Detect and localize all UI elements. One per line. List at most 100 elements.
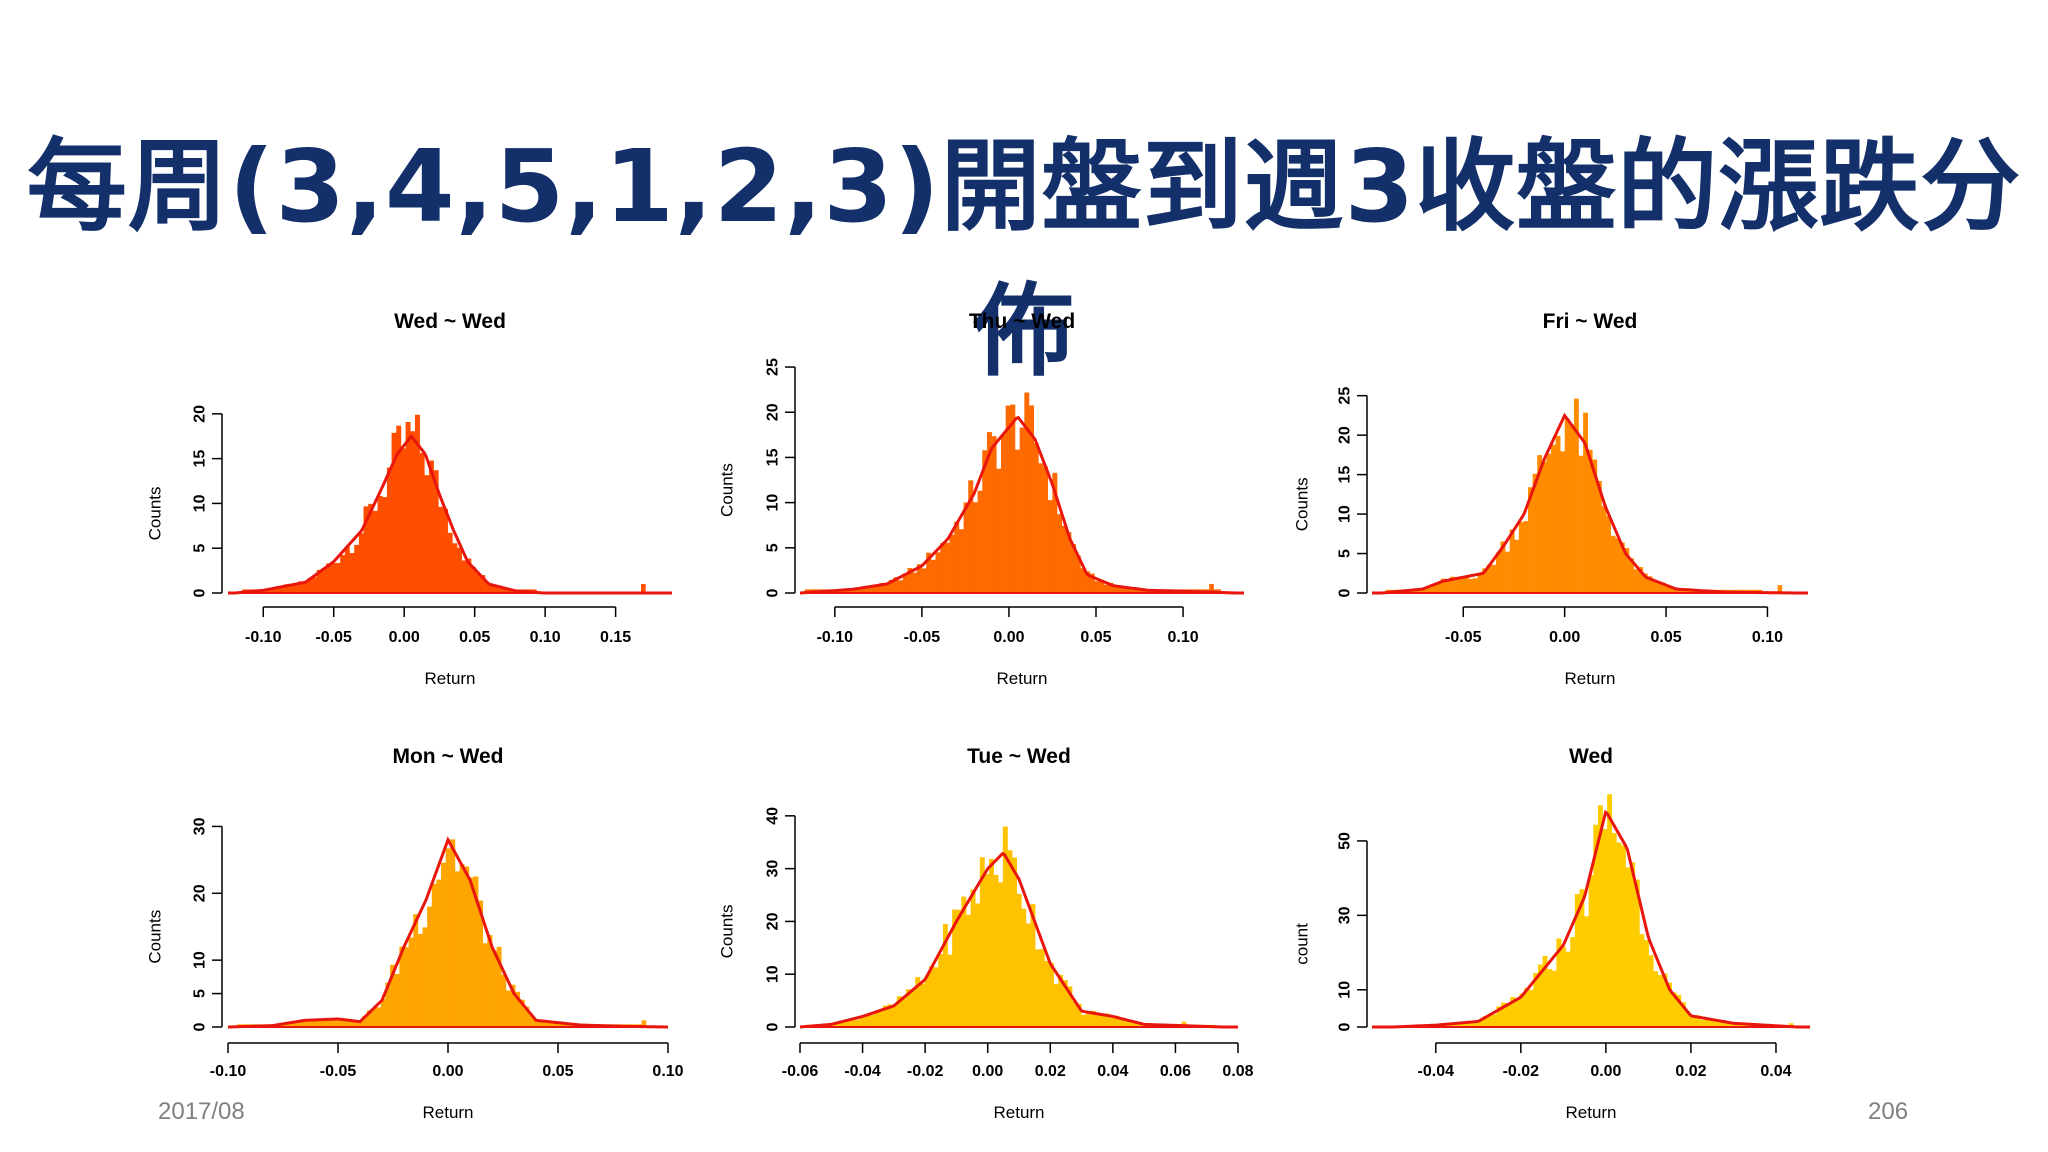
histogram-bar — [1665, 585, 1671, 593]
histogram-bar — [334, 1020, 340, 1027]
y-tick-label: 0 — [1337, 588, 1354, 597]
histogram-bar — [556, 1022, 562, 1027]
histogram-bar — [436, 879, 442, 1027]
histogram-bar — [404, 947, 409, 1027]
histogram-bar — [1550, 444, 1556, 593]
x-tick-label: 0.00 — [432, 1063, 463, 1080]
histogram-bar — [496, 946, 502, 1027]
histogram-bar — [422, 927, 428, 1027]
histogram-bar — [1030, 904, 1036, 1027]
x-tick-label: 0.15 — [600, 629, 631, 646]
histogram-bar — [405, 422, 411, 593]
histogram-bar — [371, 1008, 377, 1027]
x-tick-label: 0.00 — [1549, 629, 1580, 646]
histogram-bar — [874, 586, 880, 593]
histogram-bar — [952, 909, 958, 1027]
histogram-bar — [1638, 567, 1644, 593]
histogram-bar — [1085, 571, 1091, 593]
histogram-bar — [1024, 392, 1030, 593]
x-tick-label: 0.02 — [1675, 1063, 1706, 1080]
x-tick-label: 0.00 — [389, 629, 420, 646]
histogram-bar — [864, 1015, 870, 1027]
histogram-bar — [505, 990, 511, 1027]
histogram-bar — [494, 586, 500, 593]
histogram-bar — [1620, 845, 1626, 1027]
histogram-bar — [390, 964, 396, 1027]
histogram-bar — [1491, 564, 1497, 593]
x-tick-label: -0.10 — [817, 629, 854, 646]
histogram-bar — [1662, 973, 1668, 1027]
histogram-bar — [283, 1024, 289, 1027]
histogram-panel: 0 5 10 15 20 25 -0.10 -0.05 0.00 0.05 0.10 Thu ~ We… — [718, 310, 1244, 688]
x-axis-label: Return — [996, 669, 1047, 688]
histogram-bar — [892, 1006, 898, 1027]
chart-title: Tue ~ Wed — [967, 745, 1071, 768]
histogram-bar — [1619, 542, 1625, 593]
histogram-bar — [376, 1007, 382, 1027]
histogram-bar — [975, 903, 981, 1027]
x-tick-label: 0.10 — [652, 1063, 683, 1080]
histogram-bar — [984, 874, 990, 1027]
histogram-bar — [1579, 889, 1585, 1027]
histogram-bar — [1450, 576, 1455, 593]
histogram-bar — [898, 580, 904, 593]
y-tick-label: 10 — [1337, 505, 1354, 523]
histogram-bar — [335, 562, 341, 593]
histogram-bar — [1578, 455, 1584, 593]
histogram-bar — [372, 510, 378, 593]
histogram-bar — [1025, 923, 1031, 1027]
histogram-bar — [320, 1019, 326, 1027]
histogram-bar — [1624, 548, 1630, 593]
x-axis-label: Return — [424, 669, 475, 688]
x-tick-label: -0.05 — [1445, 629, 1482, 646]
histogram-bar — [1085, 1011, 1091, 1027]
histogram-bar — [316, 569, 322, 593]
histogram-bar — [1514, 998, 1520, 1027]
histogram-bar — [935, 552, 941, 593]
histogram-bar — [1639, 934, 1645, 1027]
histogram-bar — [385, 982, 391, 1027]
histogram-bar — [1058, 975, 1064, 1027]
histogram-bar — [1122, 1020, 1128, 1027]
x-tick-label: -0.05 — [904, 629, 941, 646]
histogram-bar — [1007, 850, 1013, 1027]
x-tick-label: 0.00 — [1590, 1063, 1621, 1080]
histogram-bar — [1587, 449, 1593, 593]
histogram-bar — [1653, 971, 1659, 1027]
histogram-bar — [468, 877, 474, 1027]
histogram-bar — [1445, 580, 1451, 593]
histogram-bar — [1057, 514, 1063, 593]
histogram-bar — [353, 1020, 358, 1027]
x-axis-label: Return — [1565, 1103, 1616, 1122]
histogram-bar — [471, 567, 476, 593]
histogram-bar — [524, 1006, 530, 1027]
histogram-bar — [972, 502, 978, 593]
y-tick-label: 40 — [765, 807, 782, 825]
histogram-bar — [414, 414, 420, 593]
histogram-bar — [297, 1021, 303, 1027]
histogram-bar — [915, 977, 921, 1027]
histogram-bar — [1141, 1024, 1147, 1027]
histogram-bar — [1588, 875, 1594, 1027]
histogram-bar — [473, 876, 479, 1027]
histogram-bar — [1002, 826, 1008, 1027]
histogram-bar — [961, 896, 967, 1027]
histogram-bar — [316, 1020, 321, 1027]
histogram-bar — [302, 1020, 308, 1027]
histogram-bar — [1674, 589, 1680, 593]
histogram-bar — [1656, 583, 1662, 593]
histogram-bar — [447, 532, 453, 593]
histogram-bar — [1108, 582, 1114, 593]
x-tick-label: 0.05 — [459, 629, 490, 646]
histogram-bar — [1019, 427, 1025, 593]
histogram-bar — [1454, 578, 1460, 593]
x-tick-label: 0.04 — [1760, 1063, 1791, 1080]
y-tick-label: 25 — [1337, 387, 1354, 405]
histogram-bar — [1532, 473, 1538, 593]
histogram-bar — [1127, 587, 1133, 593]
y-axis-label: Counts — [146, 486, 165, 540]
histogram-bar — [1482, 1016, 1488, 1027]
y-tick-label: 20 — [192, 405, 209, 423]
histogram-bar — [1021, 908, 1027, 1027]
